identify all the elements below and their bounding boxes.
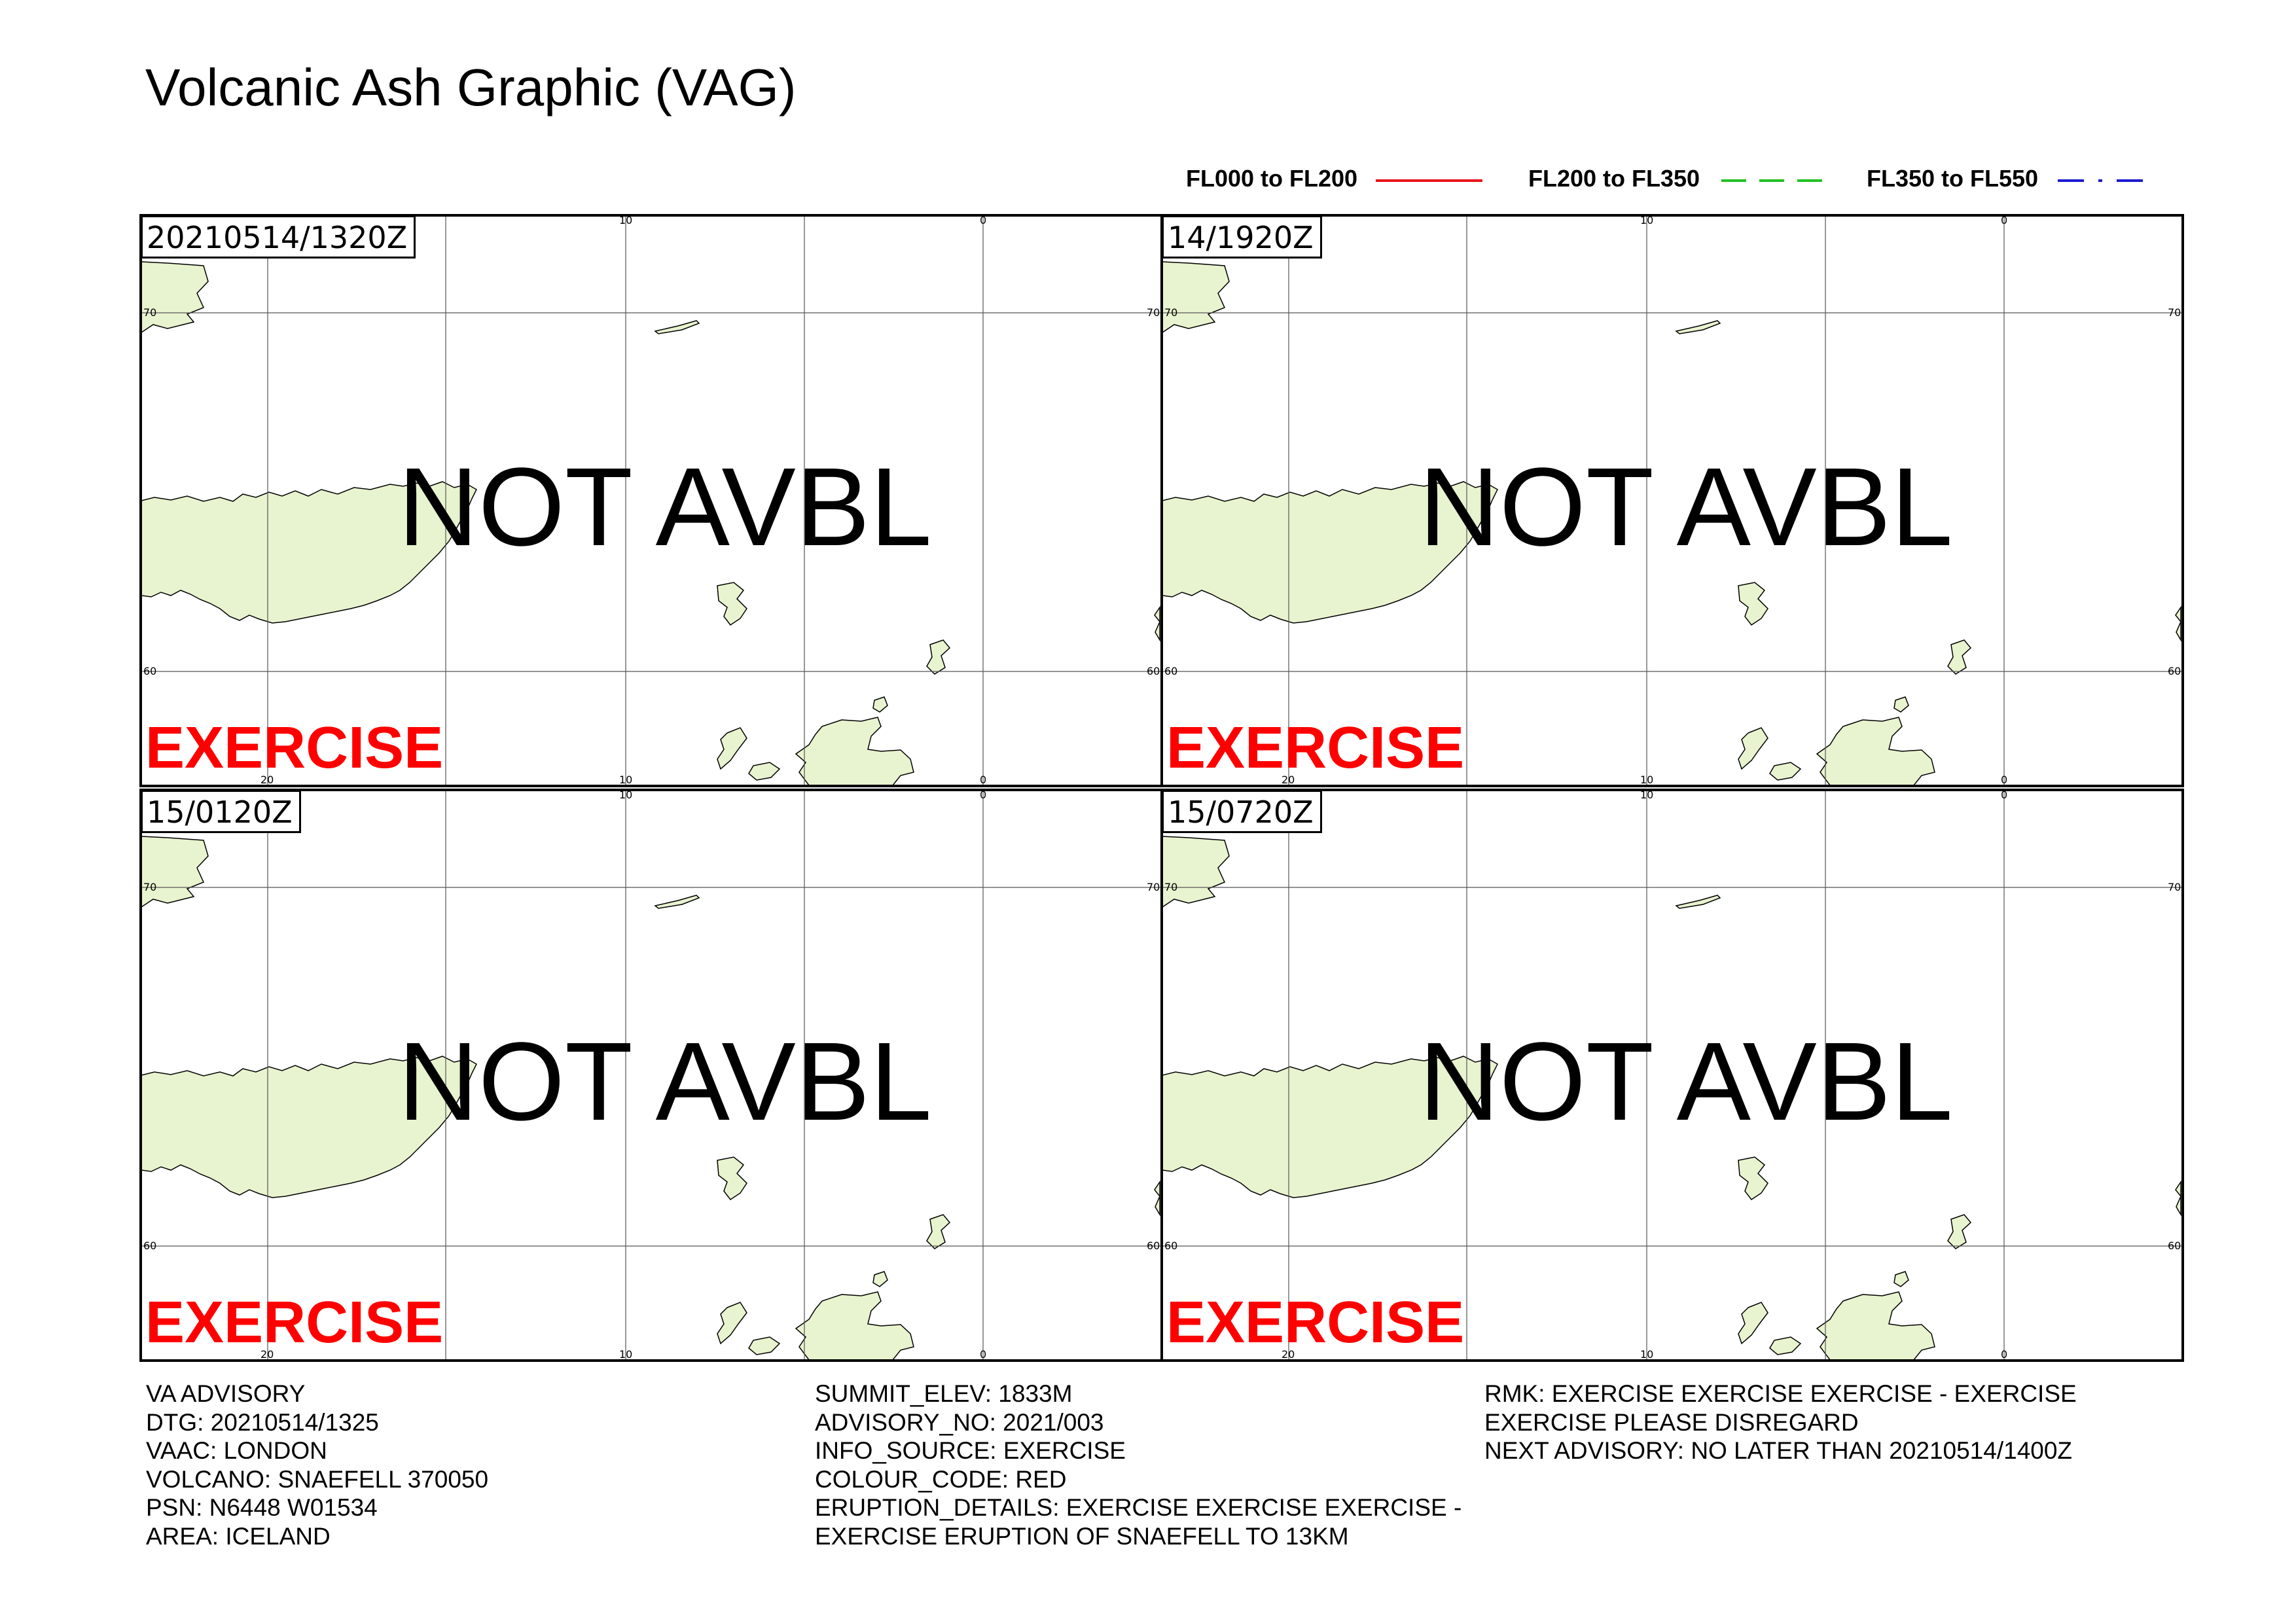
advisory-line: VAAC: LONDON — [146, 1437, 327, 1464]
lon-label-top: 10 — [619, 214, 633, 226]
lon-label-bottom: 20 — [260, 774, 274, 786]
advisory-line: ADVISORY_NO: 2021/003 — [815, 1408, 1104, 1436]
lon-label-top: 10 — [1640, 214, 1654, 226]
advisory-line: EXERCISE PLEASE DISREGARD — [1484, 1408, 1859, 1436]
panel-time-label: 15/0720Z — [1162, 790, 1322, 833]
advisory-column-3: RMK: EXERCISE EXERCISE EXERCISE - EXERCI… — [1484, 1380, 2077, 1465]
not-available-text: NOT AVBL — [1419, 445, 1953, 569]
panel-time-label: 14/1920Z — [1162, 215, 1322, 259]
lat-label-right: 60 — [2168, 1240, 2181, 1252]
lat-label-left: 60 — [1164, 665, 1178, 677]
not-available-text: NOT AVBL — [1419, 1020, 1953, 1144]
not-available-text: NOT AVBL — [398, 445, 932, 569]
lon-label-top: 0 — [2001, 214, 2008, 226]
legend-line-dashed — [1721, 179, 1825, 182]
exercise-watermark: EXERCISE — [145, 1290, 444, 1355]
legend-label-fl200-fl350: FL200 to FL350 — [1528, 165, 1700, 192]
lon-label-bottom: 10 — [619, 1348, 633, 1361]
advisory-line: INFO_SOURCE: EXERCISE — [815, 1437, 1126, 1464]
lon-label-bottom: 20 — [1282, 774, 1295, 786]
legend-line-solid — [1376, 179, 1482, 182]
advisory-line: PSN: N6448 W01534 — [146, 1494, 378, 1521]
advisory-line: COLOUR_CODE: RED — [815, 1465, 1067, 1493]
panel-time-label: 15/0120Z — [141, 790, 301, 833]
exercise-watermark: EXERCISE — [1166, 715, 1465, 781]
lat-label-left: 70 — [1164, 881, 1178, 893]
lat-label-right: 60 — [2168, 665, 2181, 677]
exercise-watermark: EXERCISE — [1166, 1290, 1465, 1355]
lon-label-bottom: 0 — [980, 774, 987, 786]
lon-label-top: 0 — [2001, 789, 2008, 801]
lat-label-left: 60 — [143, 1240, 157, 1252]
advisory-line: EXERCISE ERUPTION OF SNAEFELL TO 13KM — [815, 1522, 1349, 1550]
advisory-line: VOLCANO: SNAEFELL 370050 — [146, 1465, 489, 1493]
lat-label-left: 70 — [1164, 306, 1178, 319]
lat-label-left: 70 — [143, 881, 157, 893]
advisory-column-2: SUMMIT_ELEV: 1833M ADVISORY_NO: 2021/003… — [815, 1380, 1462, 1550]
lon-label-bottom: 10 — [1640, 1348, 1654, 1361]
legend-label-fl350-fl550: FL350 to FL550 — [1867, 165, 2039, 192]
advisory-line: SUMMIT_ELEV: 1833M — [815, 1380, 1073, 1407]
legend-label-fl000-fl200: FL000 to FL200 — [1186, 165, 1358, 192]
lon-label-bottom: 10 — [619, 774, 633, 786]
advisory-line: AREA: ICELAND — [146, 1522, 331, 1550]
page-title: Volcanic Ash Graphic (VAG) — [145, 58, 797, 116]
lon-label-bottom: 0 — [980, 1348, 987, 1361]
lon-label-bottom: 0 — [2001, 774, 2008, 786]
legend-line-dashdot — [2058, 179, 2148, 182]
lat-label-left: 60 — [1164, 1240, 1178, 1252]
panel-time-label: 20210514/1320Z — [141, 215, 416, 259]
lon-label-bottom: 10 — [1640, 774, 1654, 786]
lon-label-top: 10 — [1640, 789, 1654, 801]
lon-label-top: 10 — [619, 789, 633, 801]
lat-label-left: 60 — [143, 665, 157, 677]
lat-label-right: 60 — [1147, 1240, 1160, 1252]
lon-label-top: 0 — [980, 789, 987, 801]
lon-label-bottom: 20 — [1282, 1348, 1295, 1361]
lon-label-bottom: 20 — [260, 1348, 274, 1361]
lat-label-right: 70 — [1147, 306, 1160, 319]
lat-label-right: 70 — [2168, 881, 2181, 893]
advisory-line: ERUPTION_DETAILS: EXERCISE EXERCISE EXER… — [815, 1494, 1462, 1521]
lat-label-right: 60 — [1147, 665, 1160, 677]
lat-label-right: 70 — [1147, 881, 1160, 893]
not-available-text: NOT AVBL — [398, 1020, 932, 1144]
lon-label-top: 0 — [980, 214, 987, 226]
lat-label-right: 70 — [2168, 306, 2181, 319]
flight-level-legend: FL000 to FL200 FL200 to FL350 FL350 to F… — [0, 0, 2296, 196]
lon-label-bottom: 0 — [2001, 1348, 2008, 1361]
advisory-column-1: VA ADVISORY DTG: 20210514/1325 VAAC: LON… — [146, 1380, 488, 1550]
advisory-line: NEXT ADVISORY: NO LATER THAN 20210514/14… — [1484, 1437, 2073, 1464]
advisory-line: RMK: EXERCISE EXERCISE EXERCISE - EXERCI… — [1484, 1380, 2077, 1407]
advisory-line: DTG: 20210514/1325 — [146, 1408, 379, 1436]
lat-label-left: 70 — [143, 306, 157, 319]
exercise-watermark: EXERCISE — [145, 715, 444, 781]
advisory-line: VA ADVISORY — [146, 1380, 306, 1407]
